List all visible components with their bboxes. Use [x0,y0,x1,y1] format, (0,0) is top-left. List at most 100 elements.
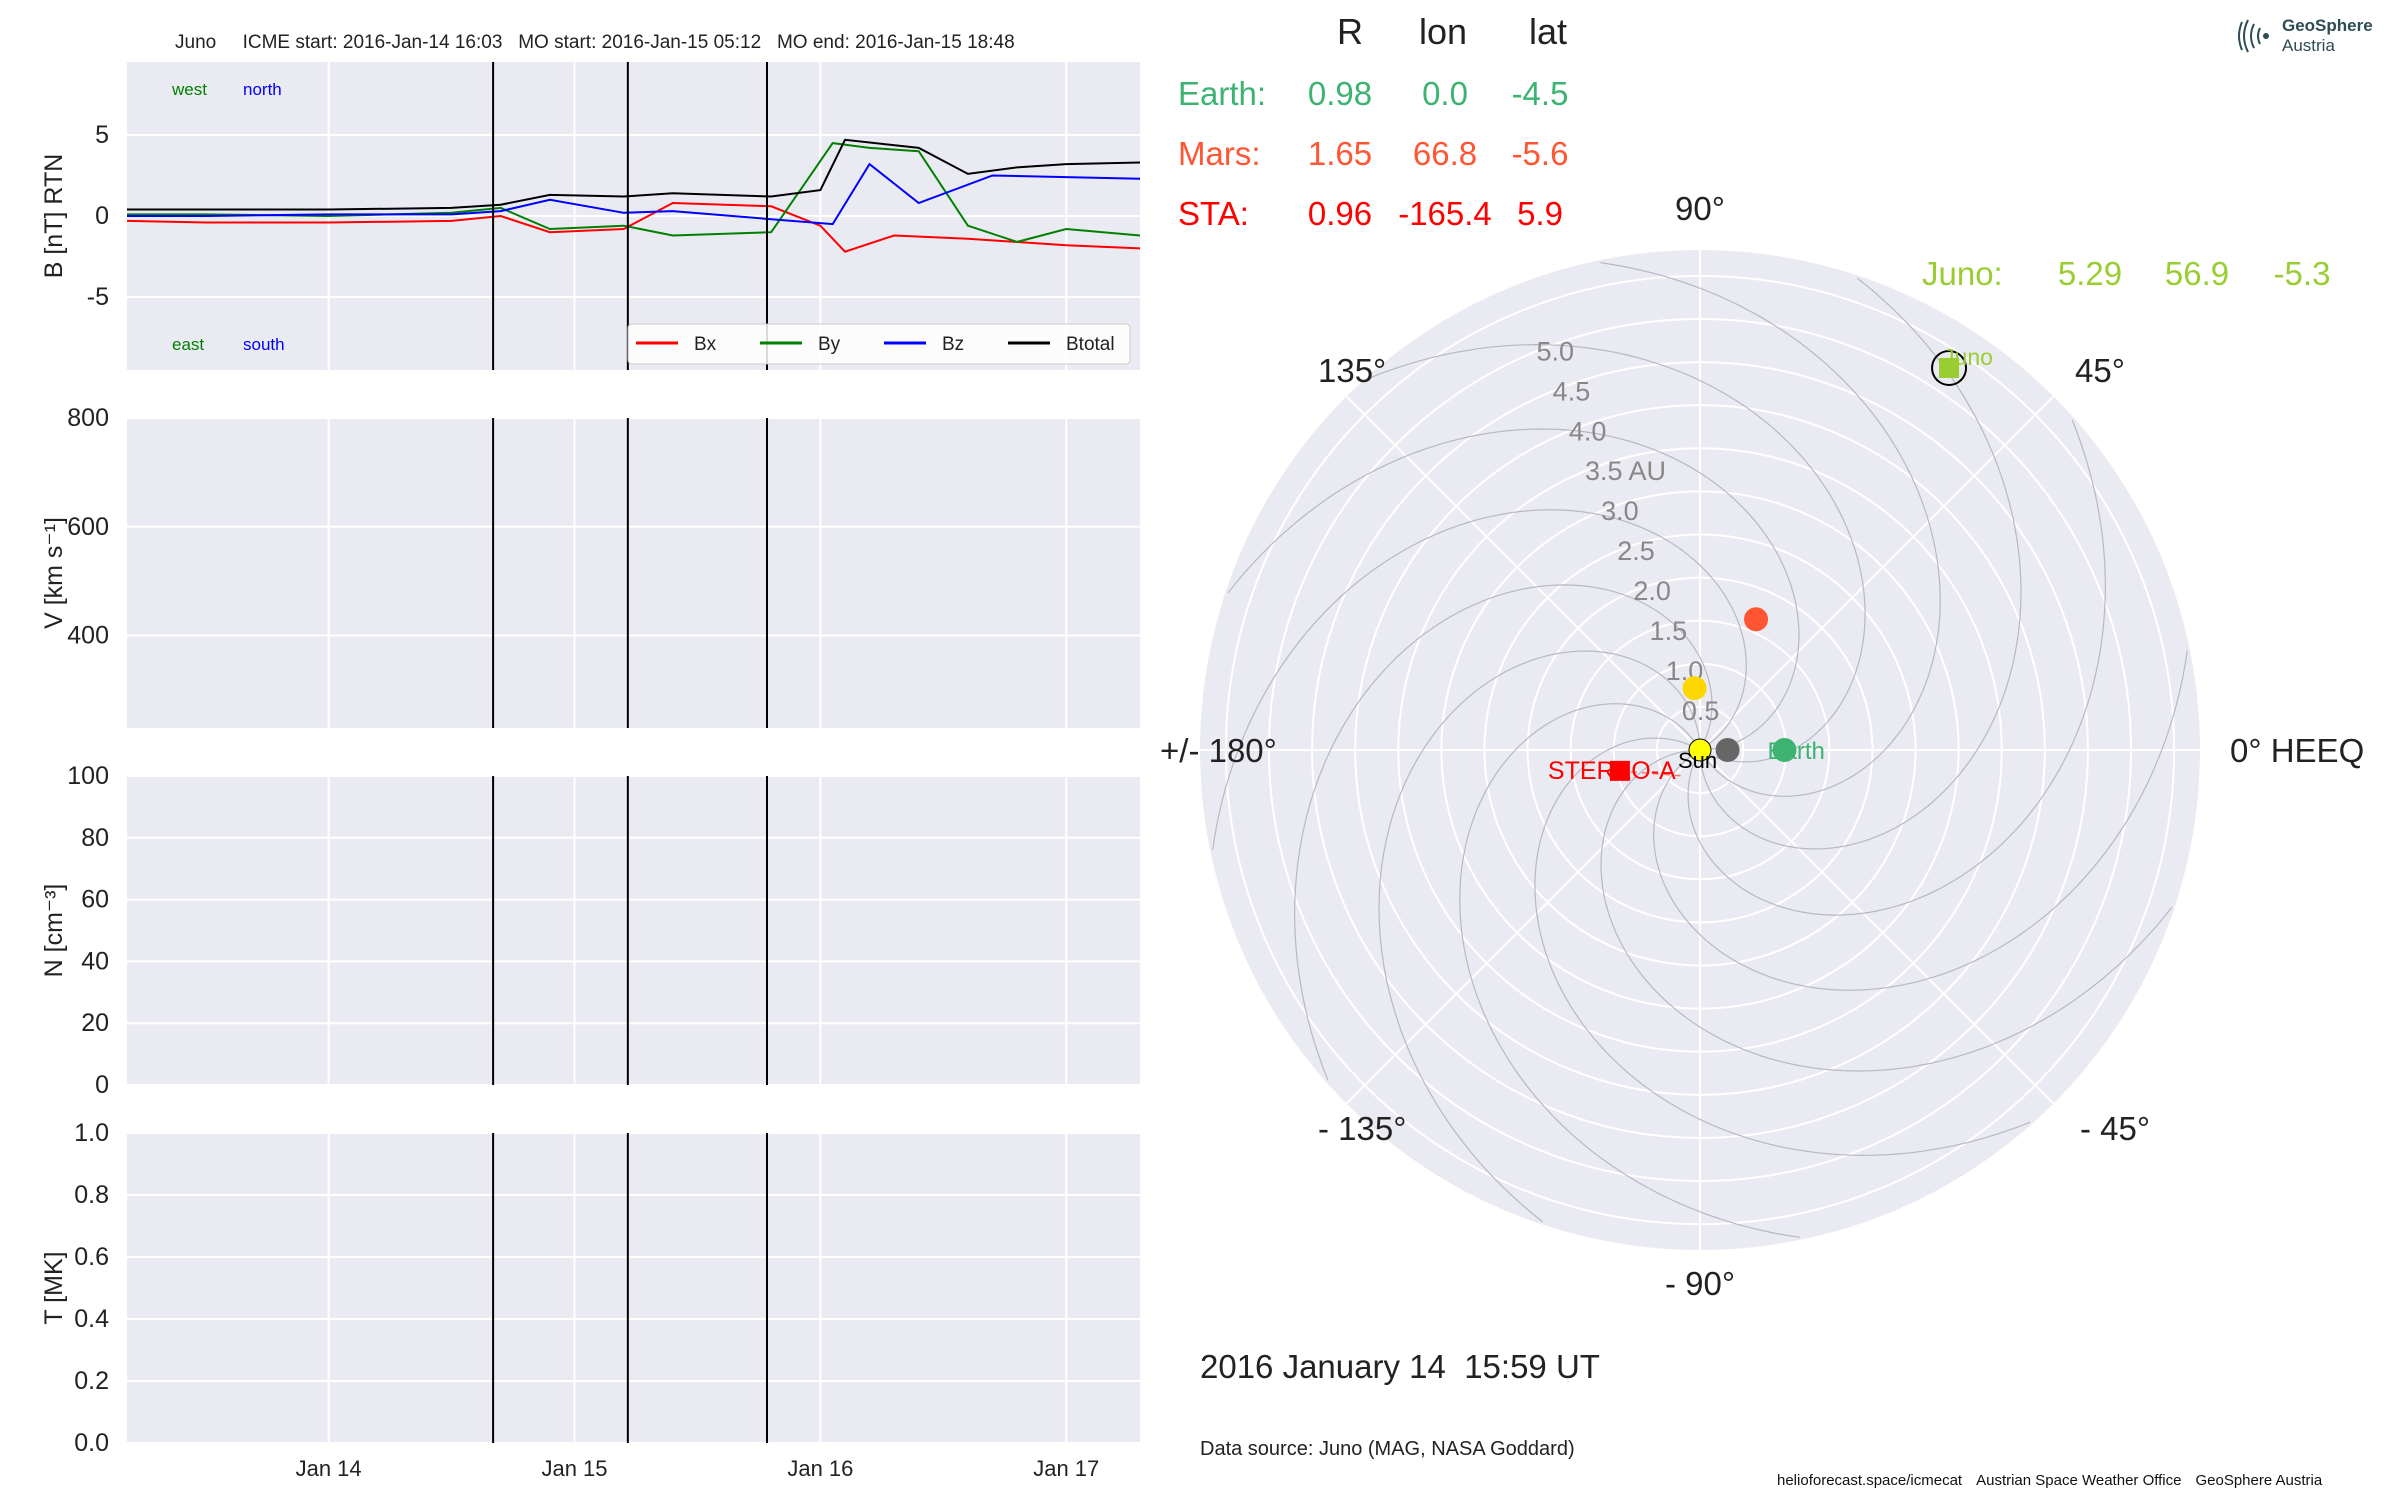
x-tick-label: Jan 16 [787,1456,853,1481]
parker-spiral-line [1534,737,2031,1157]
radial-tick-label: 2.0 [1633,576,1671,606]
parker-spiral-line [1653,650,2188,991]
y-axis-label: T [MK] [40,1251,68,1324]
y-axis-label: V [km s⁻¹] [40,517,68,629]
angle-label: - 135° [1318,1110,1406,1147]
table-value-lon: 66.8 [1413,135,1477,172]
table-body-name: STA: [1178,195,1249,232]
radial-tick-label: 0.5 [1682,696,1720,726]
y-tick-label: 400 [67,622,109,650]
timestamp: 2016 January 14 15:59 UT [1200,1348,1600,1385]
y-axis-label: B [nT] RTN [40,154,68,279]
table-header: lon [1419,11,1467,52]
y-tick-label: -5 [87,283,109,311]
footer-org-2: GeoSphere Austria [2195,1472,2323,1489]
table-value-r: 0.96 [1308,195,1372,232]
x-tick-label: Jan 15 [541,1456,607,1481]
radial-tick-label: 2.5 [1617,536,1655,566]
footer-org: Austrian Space Weather Office [1976,1472,2182,1489]
angle-label: 90° [1675,190,1725,227]
table-value-lat: -5.3 [2274,255,2331,292]
panel-background [127,776,1140,1085]
angle-label: 45° [2075,352,2125,389]
y-tick-label: 0.6 [74,1243,109,1271]
x-axis-ticks: Jan 14 Jan 15 Jan 16 Jan 17 [296,1456,1100,1481]
marker-venus [1682,676,1707,701]
series-line-btotal [127,138,1141,211]
parker-spiral-line [1699,277,2022,850]
y-tick-label: 0 [95,202,109,230]
legend-label-bx: Bx [694,334,717,355]
parker-spiral-line [1687,419,2106,916]
polar-plot: 0.51.01.52.02.53.03.5 AU4.04.55.00° HEEQ… [1160,190,2364,1302]
marker-label-stereo-a: STEREO-A [1548,757,1676,785]
timeseries-panel-v: 400 600 800 V [km s⁻¹] [40,404,1140,728]
footer-link[interactable]: helioforecast.space/icmecat [1777,1472,1963,1489]
juno-highlight-ring [1931,349,1968,386]
parker-spiral-line [1600,262,1941,797]
table-header: lat [1529,11,1567,52]
marker-stereo-a [1609,760,1630,781]
table-value-r: 1.65 [1308,135,1372,172]
panel-background [127,418,1140,728]
y-axis-label: N [cm⁻³] [40,884,68,978]
legend-label-btotal: Btotal [1066,334,1115,355]
x-tick-label: Jan 17 [1033,1456,1099,1481]
angle-label: - 45° [2080,1110,2150,1147]
parker-spiral-line [1212,509,1747,850]
y-tick-label: 40 [81,947,109,975]
legend-label-bz: Bz [942,334,964,355]
label-east: east [172,335,204,354]
y-tick-label: 5 [95,121,109,149]
y-tick-label: 0.0 [74,1429,109,1457]
geosphere-logo-icon [2238,19,2269,53]
parker-spiral-line [1227,428,1800,751]
table-value-lat: 5.9 [1517,195,1563,232]
angular-gridline [1699,749,2055,1105]
series-line-bz [127,162,1141,226]
angle-label: - 90° [1665,1265,1735,1302]
table-value-r: 5.29 [2058,255,2122,292]
timeseries-panel-n: 0 20 40 60 80 100 N [cm⁻³] [40,762,1140,1099]
y-tick-label: 0.2 [74,1367,109,1395]
marker-mercury [1715,738,1740,762]
radial-tick-label: 3.0 [1601,496,1639,526]
table-value-lat: -5.6 [1512,135,1569,172]
table-value-lon: -165.4 [1398,195,1492,232]
angle-label: 135° [1318,352,1386,389]
y-tick-label: 1.0 [74,1119,109,1147]
y-tick-label: 600 [67,513,109,541]
table-value-lat: -4.5 [1512,75,1569,112]
table-header: R [1337,11,1363,52]
marker-label-juno: Juno [1943,344,1993,370]
table-body-name: Juno: [1922,255,2003,292]
angle-label: +/- 180° [1160,732,1277,769]
label-north: north [243,80,282,99]
table-value-lon: 56.9 [2165,255,2229,292]
series-line-bx [126,201,1141,253]
y-tick-label: 800 [67,404,109,432]
legend-box [627,323,1131,365]
angular-gridline [1699,395,2055,751]
plot-header: Juno ICME start: 2016-Jan-14 16:03 MO st… [175,32,1015,53]
table-value-r: 0.98 [1308,75,1372,112]
radial-tick-label: 3.5 AU [1585,456,1666,486]
parker-spiral-line [1293,584,1713,1081]
marker-label-earth: Earth [1767,738,1824,765]
radial-tick-label: 4.5 [1553,376,1591,406]
angular-gridline [1345,395,1701,751]
y-tick-label: 0 [95,1071,109,1099]
logo-sub: Austria [2282,36,2335,55]
data-source: Data source: Juno (MAG, NASA Goddard) [1200,1438,1575,1460]
table-value-lon: 0.0 [1422,75,1468,112]
geosphere-logo: GeoSphere Austria [2232,14,2373,58]
marker-mars [1744,607,1769,632]
marker-juno [1939,357,1960,378]
panel-background [127,1133,1140,1443]
marker-label-sun: Sun [1678,748,1717,773]
table-body-name: Mars: [1178,135,1261,172]
timeseries-panel-b: -5 0 5 B [nT] RTN west north east south Bx By Bz Bt… [40,62,1141,370]
radial-tick-label: 4.0 [1569,416,1607,446]
